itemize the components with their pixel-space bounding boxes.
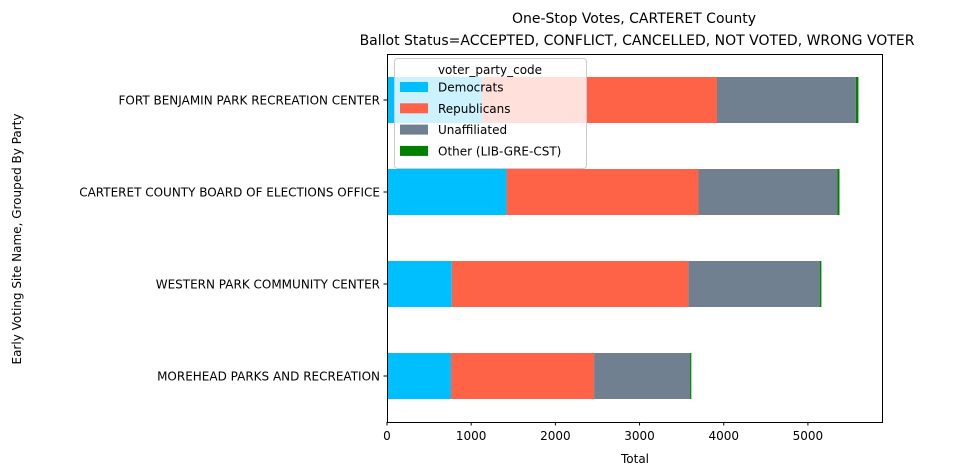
y-axis-ticks: FORT BENJAMIN PARK RECREATION CENTER CART… <box>79 94 387 384</box>
x-tick-label: 3000 <box>624 429 655 443</box>
legend-swatch <box>400 82 428 92</box>
bar-segment <box>506 169 699 215</box>
x-tick-label: 5000 <box>793 429 824 443</box>
bar-segment <box>698 169 838 215</box>
legend-label: Republicans <box>438 102 511 116</box>
x-tick-label: 4000 <box>708 429 739 443</box>
bar-segment <box>450 353 595 399</box>
legend-box <box>394 58 587 169</box>
legend-label: Other (LIB-GRE-CST) <box>438 144 561 158</box>
bar-segment <box>819 261 822 307</box>
chart-subtitle: Ballot Status=ACCEPTED, CONFLICT, CANCEL… <box>360 33 915 49</box>
x-tick-label: 1000 <box>456 429 487 443</box>
legend: voter_party_code Democrats Republicans Una… <box>394 58 587 169</box>
x-tick-label: 2000 <box>540 429 571 443</box>
bar-segment <box>451 261 689 307</box>
legend-label: Unaffiliated <box>438 123 507 137</box>
bar-segment <box>690 353 692 399</box>
y-tick-label: CARTERET COUNTY BOARD OF ELECTIONS OFFIC… <box>79 186 380 200</box>
bar-segment <box>837 169 840 215</box>
y-tick-label: MOREHEAD PARKS AND RECREATION <box>157 370 380 384</box>
bar-segment <box>594 353 691 399</box>
legend-items: Democrats Republicans Unaffiliated Other (L… <box>400 81 561 158</box>
x-axis-ticks: 0 1000 2000 3000 4000 5000 <box>383 422 823 443</box>
legend-swatch <box>400 124 428 135</box>
y-axis-label: Early Voting Site Name, Grouped By Party <box>10 114 24 365</box>
bar-segment <box>717 77 856 123</box>
bar-segment <box>387 353 451 399</box>
bar-segment <box>688 261 820 307</box>
x-tick-label: 0 <box>383 429 391 443</box>
legend-title: voter_party_code <box>438 63 542 77</box>
bar-segment <box>387 169 507 215</box>
y-tick-label: FORT BENJAMIN PARK RECREATION CENTER <box>119 94 380 108</box>
bar-segment <box>387 261 452 307</box>
bars-group <box>387 77 859 399</box>
legend-swatch <box>400 103 428 114</box>
x-axis-label: Total <box>620 452 649 466</box>
y-tick-label: WESTERN PARK COMMUNITY CENTER <box>156 278 380 292</box>
plot-frame <box>387 54 883 423</box>
bar-segment <box>855 77 859 123</box>
chart-title: One-Stop Votes, CARTERET County <box>512 11 756 27</box>
legend-label: Democrats <box>438 81 504 95</box>
legend-swatch <box>400 145 428 156</box>
